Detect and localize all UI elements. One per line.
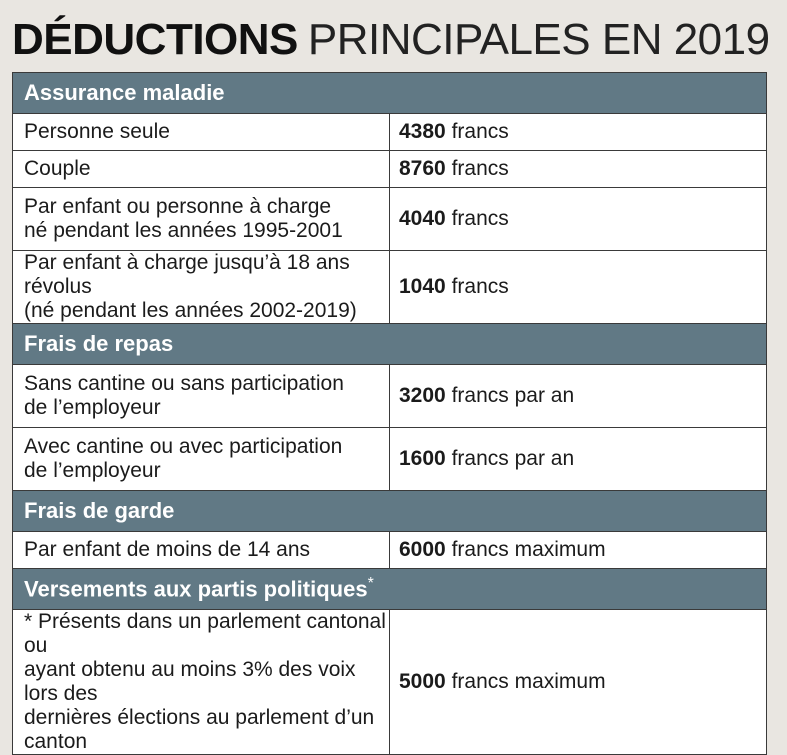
section-heading: Assurance maladie	[12, 72, 767, 114]
table-row: * Présents dans un parlement cantonal ou…	[12, 609, 767, 755]
table-row: Avec cantine ou avec participation de l’e…	[12, 427, 767, 491]
unit: francs maximum	[451, 670, 606, 693]
row-value: 1600 francs par an	[389, 427, 767, 491]
amount: 6000	[399, 538, 446, 561]
table-row: Personne seule 4380 francs	[12, 113, 767, 151]
row-value: 8760 francs	[389, 150, 767, 188]
page-title: DÉDUCTIONS PRINCIPALES EN 2019	[12, 14, 770, 66]
title-light: PRINCIPALES EN 2019	[307, 15, 770, 64]
row-value: 6000 francs maximum	[389, 531, 767, 569]
section-header-frais-de-repas: Frais de repas	[12, 323, 767, 365]
unit: francs	[451, 157, 509, 180]
amount: 3200	[399, 384, 446, 407]
table-row: Sans cantine ou sans participation de l’e…	[12, 364, 767, 428]
row-label: Par enfant ou personne à charge né pendan…	[12, 187, 390, 251]
row-label-footnote: * Présents dans un parlement cantonal ou…	[12, 609, 390, 755]
row-label: Avec cantine ou avec participation de l’e…	[12, 427, 390, 491]
section-heading: Versements aux partis politiques	[24, 576, 368, 602]
row-value: 3200 francs par an	[389, 364, 767, 428]
amount: 4380	[399, 120, 446, 143]
section-heading-cell: Versements aux partis politiques*	[12, 568, 767, 610]
section-header-assurance-maladie: Assurance maladie	[12, 72, 767, 114]
section-heading: Frais de garde	[12, 490, 767, 532]
row-label: Par enfant à charge jusqu’à 18 ans révol…	[12, 250, 390, 324]
table-row: Couple 8760 francs	[12, 150, 767, 188]
unit: francs	[451, 120, 509, 143]
row-value: 4380 francs	[389, 113, 767, 151]
amount: 1600	[399, 447, 446, 470]
section-header-frais-de-garde: Frais de garde	[12, 490, 767, 532]
unit: francs par an	[451, 384, 575, 407]
amount: 5000	[399, 670, 446, 693]
row-label: Sans cantine ou sans participation de l’e…	[12, 364, 390, 428]
section-header-versements-partis: Versements aux partis politiques*	[12, 568, 767, 610]
row-value: 1040 francs	[389, 250, 767, 324]
amount: 8760	[399, 157, 446, 180]
row-value: 4040 francs	[389, 187, 767, 251]
row-label: Par enfant de moins de 14 ans	[12, 531, 390, 569]
row-label: Personne seule	[12, 113, 390, 151]
unit: francs	[451, 275, 509, 298]
unit: francs maximum	[451, 538, 606, 561]
row-label: Couple	[12, 150, 390, 188]
row-value: 5000 francs maximum	[389, 609, 767, 755]
amount: 4040	[399, 207, 446, 230]
deductions-table: Assurance maladie Personne seule 4380 fr…	[12, 72, 767, 755]
amount: 1040	[399, 275, 446, 298]
unit: francs par an	[451, 447, 575, 470]
unit: francs	[451, 207, 509, 230]
table-row: Par enfant de moins de 14 ans 6000 franc…	[12, 531, 767, 569]
footnote-mark: *	[367, 575, 374, 593]
title-bold: DÉDUCTIONS	[12, 15, 298, 64]
table-row: Par enfant à charge jusqu’à 18 ans révol…	[12, 250, 767, 324]
table-row: Par enfant ou personne à charge né pendan…	[12, 187, 767, 251]
section-heading: Frais de repas	[12, 323, 767, 365]
